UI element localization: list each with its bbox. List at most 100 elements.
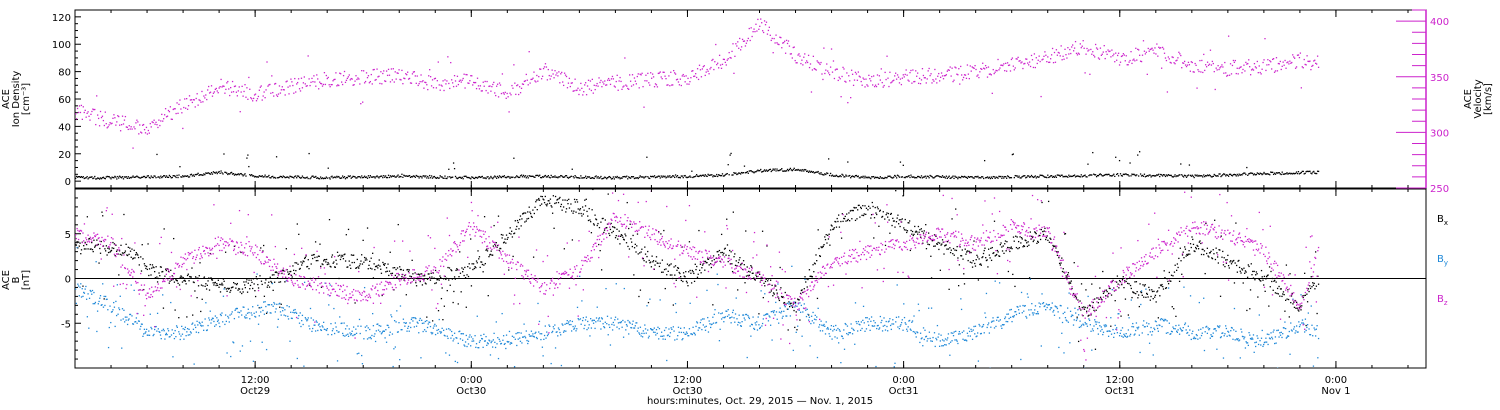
data-point xyxy=(1133,58,1135,60)
data-point xyxy=(323,177,326,179)
data-point xyxy=(146,268,148,271)
data-point xyxy=(154,270,156,273)
data-point xyxy=(483,85,485,87)
data-point xyxy=(163,175,165,177)
data-point xyxy=(731,174,733,176)
data-point xyxy=(848,75,850,77)
data-point xyxy=(657,72,660,75)
data-point xyxy=(713,68,715,71)
data-point xyxy=(629,177,632,179)
data-point xyxy=(553,227,555,229)
data-point xyxy=(832,175,835,177)
data-point xyxy=(949,247,951,249)
data-point xyxy=(130,126,132,128)
data-point xyxy=(500,233,503,236)
data-point xyxy=(369,328,371,331)
data-point xyxy=(486,80,488,83)
data-point xyxy=(391,79,394,81)
data-point xyxy=(312,257,314,260)
data-point xyxy=(716,251,718,253)
data-point xyxy=(1280,173,1282,176)
data-point xyxy=(1015,58,1017,60)
data-point xyxy=(280,89,283,91)
data-point xyxy=(252,287,254,290)
data-point xyxy=(114,117,116,119)
data-point xyxy=(908,175,910,177)
data-point xyxy=(443,305,446,307)
data-point xyxy=(1291,61,1293,64)
data-point xyxy=(662,271,664,273)
data-point xyxy=(429,177,432,179)
data-point xyxy=(711,59,713,62)
data-point xyxy=(96,244,99,246)
data-point xyxy=(80,249,83,251)
data-point xyxy=(407,78,410,80)
data-point xyxy=(328,263,330,265)
data-point xyxy=(1223,257,1225,259)
data-point xyxy=(929,74,931,77)
data-point xyxy=(246,291,249,293)
data-point xyxy=(883,169,884,170)
data-point xyxy=(776,168,778,170)
data-point xyxy=(823,174,825,176)
data-point xyxy=(807,171,810,173)
data-point xyxy=(964,248,966,250)
data-point xyxy=(685,270,687,273)
data-point xyxy=(1315,285,1318,287)
data-point xyxy=(972,67,974,69)
data-point xyxy=(1050,54,1053,56)
data-point xyxy=(639,73,641,75)
data-point xyxy=(75,288,77,290)
data-point xyxy=(1030,238,1032,240)
data-point xyxy=(395,268,397,271)
data-point xyxy=(852,84,855,87)
data-point xyxy=(1126,64,1128,66)
data-point xyxy=(1139,283,1141,285)
data-point xyxy=(168,174,171,177)
data-point xyxy=(115,300,117,303)
data-point xyxy=(595,85,597,87)
data-point xyxy=(1196,244,1198,247)
data-point xyxy=(341,254,343,257)
data-point xyxy=(1279,173,1281,175)
data-point xyxy=(958,264,961,266)
data-point xyxy=(1227,35,1230,37)
data-point xyxy=(129,128,131,130)
data-point xyxy=(132,147,134,149)
data-point xyxy=(1047,200,1050,203)
data-point xyxy=(303,257,306,260)
data-point xyxy=(293,312,296,314)
data-point xyxy=(762,296,764,299)
data-point xyxy=(463,73,465,75)
data-point xyxy=(909,71,911,74)
data-point xyxy=(400,79,402,81)
data-point xyxy=(1309,60,1311,62)
data-point xyxy=(858,177,860,179)
data-point xyxy=(1277,62,1280,65)
data-point xyxy=(1287,61,1289,63)
data-point xyxy=(895,72,897,74)
data-point xyxy=(892,220,895,222)
data-point xyxy=(243,281,245,283)
data-point xyxy=(82,295,84,298)
data-point xyxy=(359,176,361,178)
data-point xyxy=(1001,246,1003,248)
data-point xyxy=(662,71,664,73)
data-point xyxy=(194,276,197,278)
data-point xyxy=(481,338,484,340)
data-point xyxy=(251,281,253,284)
data-point xyxy=(1210,64,1213,66)
data-point xyxy=(284,176,286,179)
data-point xyxy=(677,266,679,269)
data-point xyxy=(192,174,194,176)
data-point xyxy=(637,253,639,255)
data-point xyxy=(251,174,253,176)
data-point xyxy=(482,81,484,83)
data-point xyxy=(481,261,483,263)
data-point xyxy=(870,214,873,216)
data-point xyxy=(295,91,297,93)
data-point xyxy=(1035,177,1037,179)
data-point xyxy=(571,239,574,241)
data-point xyxy=(360,177,362,179)
data-point xyxy=(188,95,191,97)
